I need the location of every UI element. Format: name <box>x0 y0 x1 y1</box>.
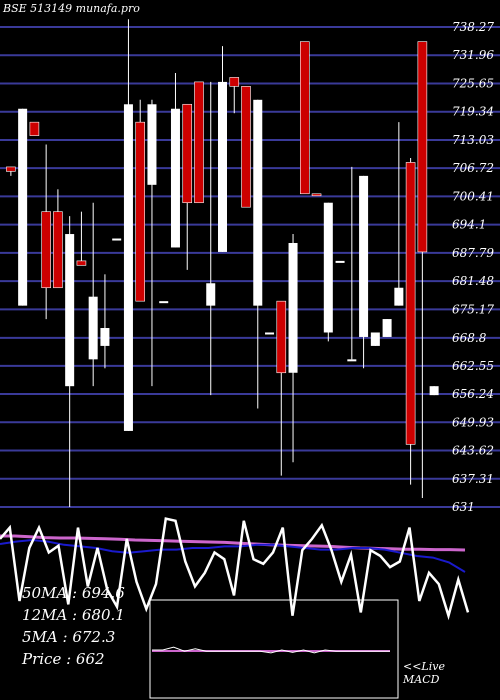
candle-body <box>253 99 263 306</box>
candle-body <box>65 234 75 387</box>
y-tick-label: 731.96 <box>452 48 494 62</box>
y-tick-label: 687.79 <box>452 246 494 260</box>
candle-body <box>417 41 428 253</box>
candle-body <box>229 77 240 87</box>
price-grid <box>0 26 500 508</box>
y-tick-label: 662.55 <box>452 359 494 373</box>
macd-line <box>152 646 390 654</box>
candle-body <box>359 175 369 337</box>
candle-body <box>159 301 169 304</box>
macd-panel <box>149 599 399 699</box>
candle-body <box>382 319 392 337</box>
y-tick-label: 719.34 <box>452 105 494 119</box>
y-tick-label: 713.03 <box>452 133 494 147</box>
y-tick-label: 700.41 <box>452 189 494 203</box>
candlestick-series <box>6 19 439 507</box>
candle-body <box>53 211 63 289</box>
candle-body <box>135 121 146 302</box>
y-tick-label: 643.62 <box>452 444 494 458</box>
candle-body <box>394 287 404 306</box>
y-tick-label: 637.31 <box>452 472 494 486</box>
candle-body <box>405 162 416 445</box>
ma-slow-line <box>0 534 466 552</box>
candle-body <box>100 328 110 346</box>
y-tick-label: 656.24 <box>452 387 494 401</box>
candle-body <box>335 260 345 263</box>
candle-body <box>88 296 98 360</box>
indicator-line <box>0 517 470 621</box>
candle-body <box>194 81 204 204</box>
ma50-value: 50MA : 694.6 <box>22 584 125 602</box>
price-value: Price : 662 <box>22 650 105 668</box>
y-tick-label: 631 <box>452 500 475 514</box>
candle-body <box>206 283 216 306</box>
candle-body <box>170 108 180 248</box>
macd-frame <box>149 599 399 699</box>
candle-body <box>241 86 251 208</box>
candle-body <box>76 260 87 266</box>
candle-body <box>147 104 157 185</box>
candle-body <box>429 386 439 396</box>
candle-body <box>218 81 227 252</box>
candle-body <box>18 108 28 306</box>
y-tick-label: 681.48 <box>452 274 494 288</box>
macd-label: <<Live MACD <box>403 660 445 686</box>
y-tick-label: 649.93 <box>452 415 494 429</box>
candle-body <box>41 211 51 289</box>
macd-live-label: <<Live <box>403 660 445 673</box>
candle-body <box>299 41 310 195</box>
candle-body <box>370 332 380 346</box>
y-tick-label: 668.8 <box>452 331 487 345</box>
y-tick-label: 738.27 <box>452 20 494 34</box>
y-axis-tick-labels: 738.27 731.96 725.65 719.34 713.03 706.72 700.… <box>452 20 494 514</box>
candle-body <box>6 166 16 172</box>
macd-title-label: MACD <box>403 673 440 686</box>
candle-body <box>347 359 357 362</box>
ma12-value: 12MA : 680.1 <box>22 606 125 624</box>
y-tick-label: 675.17 <box>452 302 494 316</box>
candle-body <box>123 104 133 431</box>
candle-body <box>29 121 40 136</box>
ma-mid-line <box>0 538 466 573</box>
candle-body <box>112 238 122 241</box>
candle-body <box>323 202 333 333</box>
candle-body <box>276 300 287 374</box>
y-tick-label: 694.1 <box>452 218 486 232</box>
y-tick-label: 706.72 <box>452 161 494 175</box>
candle-body <box>288 242 298 373</box>
y-tick-label: 725.65 <box>452 76 494 90</box>
indicator-panel <box>0 517 470 621</box>
candle-body <box>265 332 275 335</box>
ma-stats: 50MA : 694.6 12MA : 680.1 5MA : 672.3 Pr… <box>22 582 125 670</box>
ma5-value: 5MA : 672.3 <box>22 628 116 646</box>
candle-body <box>182 103 193 204</box>
candle-body <box>311 193 322 197</box>
chart-title: BSE 513149 munafa.pro <box>3 2 140 15</box>
